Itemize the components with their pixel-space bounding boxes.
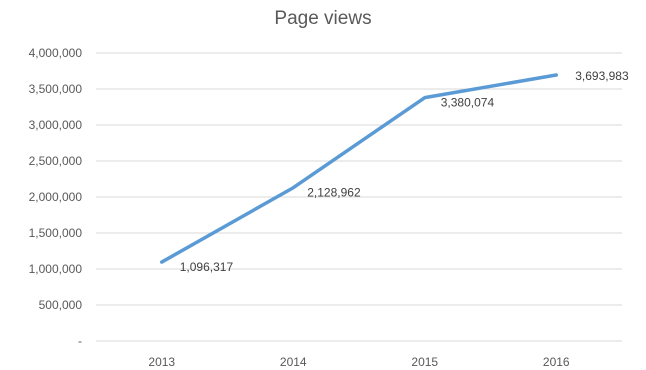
y-tick-label: 3,500,000 — [29, 82, 83, 96]
chart-title: Page views — [274, 8, 372, 29]
data-label: 3,380,074 — [441, 96, 495, 110]
y-tick-label: 4,000,000 — [29, 46, 83, 60]
y-tick-label: 2,500,000 — [29, 154, 83, 168]
y-tick-label: 2,000,000 — [29, 190, 83, 204]
x-tick-label: 2015 — [411, 355, 438, 369]
x-tick-label: 2013 — [148, 355, 175, 369]
x-tick-label: 2016 — [543, 355, 570, 369]
series-layer — [160, 73, 558, 264]
y-tick-label: 1,500,000 — [29, 226, 83, 240]
data-label: 2,128,962 — [307, 186, 361, 200]
y-tick-label: 1,000,000 — [29, 262, 83, 276]
y-axis-tick-labels: - 500,000 1,000,000 1,500,000 2,000,000 2,500… — [29, 46, 83, 348]
x-tick-label: 2014 — [280, 355, 307, 369]
y-tick-label: - — [78, 334, 82, 348]
y-tick-label: 500,000 — [39, 298, 83, 312]
gridlines — [96, 52, 622, 342]
data-label: 3,693,983 — [575, 69, 629, 83]
data-label: 1,096,317 — [180, 260, 234, 274]
data-labels: 1,096,317 2,128,962 3,380,074 3,693,983 — [180, 69, 629, 274]
series-line — [160, 73, 558, 264]
x-axis-tick-labels: 2013 2014 2015 2016 — [148, 355, 570, 369]
y-tick-label: 3,000,000 — [29, 118, 83, 132]
